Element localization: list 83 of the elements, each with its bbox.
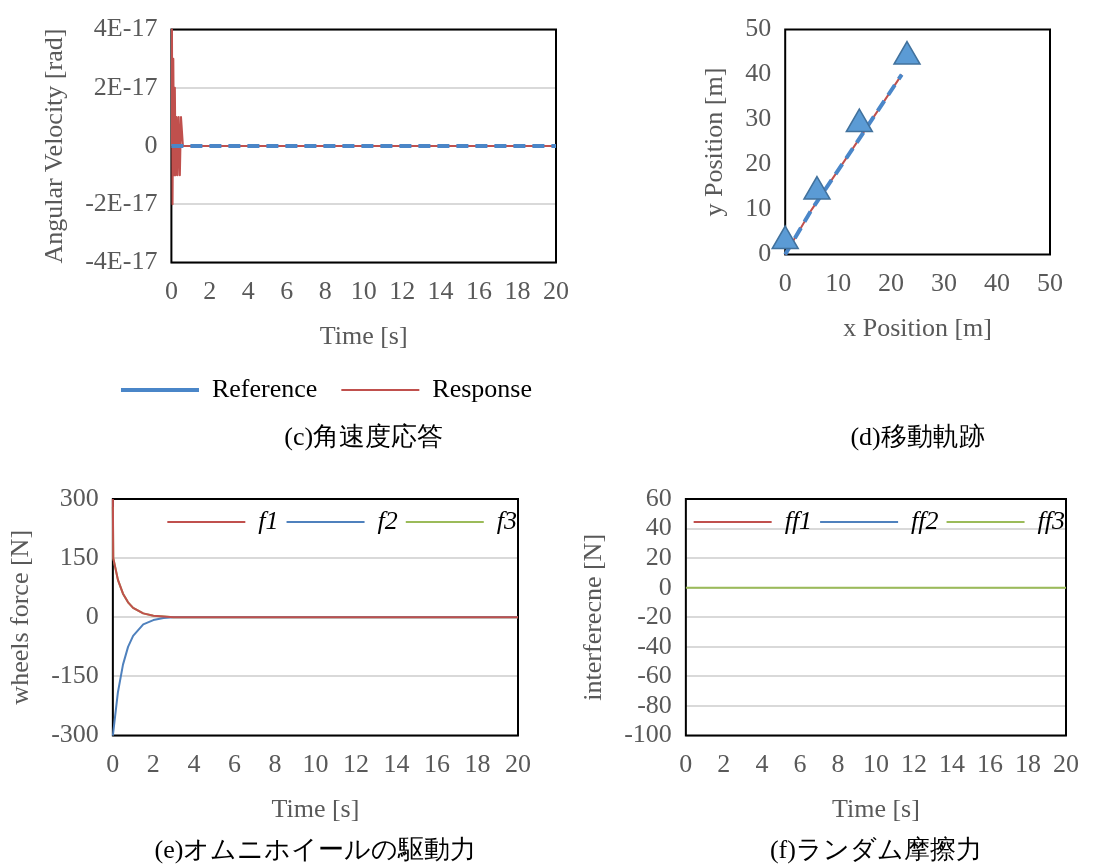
x-tick-label: 8 (318, 276, 332, 306)
legend-label: Response (432, 373, 533, 403)
x-tick-label: 10 (350, 276, 377, 306)
x-tick-label: 20 (543, 276, 569, 306)
y-tick-label: -60 (637, 660, 672, 690)
x-tick-label: 20 (878, 268, 905, 298)
x-axis-title: Time [s] (319, 321, 408, 351)
y-tick-label: 20 (745, 148, 772, 178)
y-tick-label: 50 (745, 13, 772, 43)
y-tick-label: -20 (637, 601, 672, 631)
y-tick-label: 4E-17 (93, 13, 158, 43)
x-tick-label: 18 (504, 276, 531, 306)
legend-label: f3 (496, 505, 518, 535)
y-tick-label: -100 (624, 719, 672, 749)
x-tick-label: 4 (241, 276, 255, 306)
x-tick-label: 16 (423, 749, 450, 779)
legend-label: f2 (377, 505, 398, 535)
x-tick-label: 12 (342, 749, 369, 779)
y-tick-label: 10 (745, 193, 772, 223)
y-tick-label: -4E-17 (85, 246, 158, 276)
x-tick-label: 40 (984, 268, 1011, 298)
x-tick-label: 12 (900, 749, 927, 779)
y-axis-title: Angular Velocity [rad] (39, 28, 69, 264)
y-tick-label: -2E-17 (85, 188, 158, 218)
x-tick-label: 16 (976, 749, 1003, 779)
x-tick-label: 2 (717, 749, 731, 779)
x-axis-title: Time [s] (831, 794, 920, 824)
y-axis-title: wheels force [N] (5, 529, 35, 705)
y-tick-label: 2E-17 (93, 71, 158, 101)
x-tick-label: 18 (1014, 749, 1041, 779)
x-tick-label: 0 (164, 276, 178, 306)
x-axis-title: x Position [m] (843, 313, 992, 343)
x-tick-label: 8 (268, 749, 282, 779)
y-tick-label: 0 (85, 601, 99, 631)
text: (c)角速度応答 (284, 421, 444, 451)
text: (e)オムニホイールの駆動力 (154, 834, 477, 864)
legend-label: ff2 (911, 505, 939, 535)
y-tick-label: -300 (51, 719, 99, 749)
x-tick-label: 10 (302, 749, 329, 779)
x-tick-label: 50 (1037, 268, 1063, 298)
legend-label: ff3 (1037, 505, 1066, 535)
x-tick-label: 4 (187, 749, 201, 779)
x-tick-label: 2 (203, 276, 217, 306)
x-tick-label: 30 (931, 268, 958, 298)
x-tick-label: 6 (280, 276, 294, 306)
x-axis-title: Time [s] (271, 794, 360, 824)
x-tick-label: 14 (427, 276, 454, 306)
x-tick-label: 14 (383, 749, 410, 779)
y-axis-title: interferecne [N] (578, 533, 608, 701)
x-tick-label: 8 (831, 749, 845, 779)
y-tick-label: 0 (658, 571, 672, 601)
x-tick-label: 10 (862, 749, 889, 779)
legend-label: Reference (211, 373, 318, 403)
x-tick-label: 0 (778, 268, 792, 298)
x-tick-label: 6 (793, 749, 807, 779)
y-tick-label: 60 (645, 482, 672, 512)
y-tick-label: -80 (637, 689, 672, 719)
text: (f)ランダム摩擦力 (769, 834, 982, 864)
legend-label: ff1 (784, 505, 813, 535)
y-tick-label: 40 (745, 58, 772, 88)
x-tick-label: 20 (505, 749, 531, 779)
x-tick-label: 14 (938, 749, 965, 779)
y-tick-label: 0 (758, 238, 772, 268)
x-tick-label: 10 (825, 268, 852, 298)
y-tick-label: -40 (637, 630, 672, 660)
x-tick-label: 18 (464, 749, 491, 779)
x-tick-label: 2 (146, 749, 160, 779)
y-tick-label: 40 (645, 512, 672, 542)
y-tick-label: -150 (51, 660, 99, 690)
y-tick-label: 30 (745, 103, 772, 133)
x-tick-label: 6 (227, 749, 241, 779)
x-tick-label: 16 (466, 276, 493, 306)
y-tick-label: 300 (59, 482, 99, 512)
y-axis-title: y Position [m] (699, 67, 729, 217)
y-tick-label: 20 (645, 541, 672, 571)
y-tick-label: 150 (59, 541, 99, 571)
text: (d)移動軌跡 (850, 421, 985, 451)
y-tick-label: 0 (144, 129, 158, 159)
x-tick-label: 12 (389, 276, 416, 306)
legend-label: f1 (258, 505, 279, 535)
x-tick-label: 20 (1053, 749, 1079, 779)
x-tick-label: 0 (679, 749, 693, 779)
x-tick-label: 4 (755, 749, 769, 779)
